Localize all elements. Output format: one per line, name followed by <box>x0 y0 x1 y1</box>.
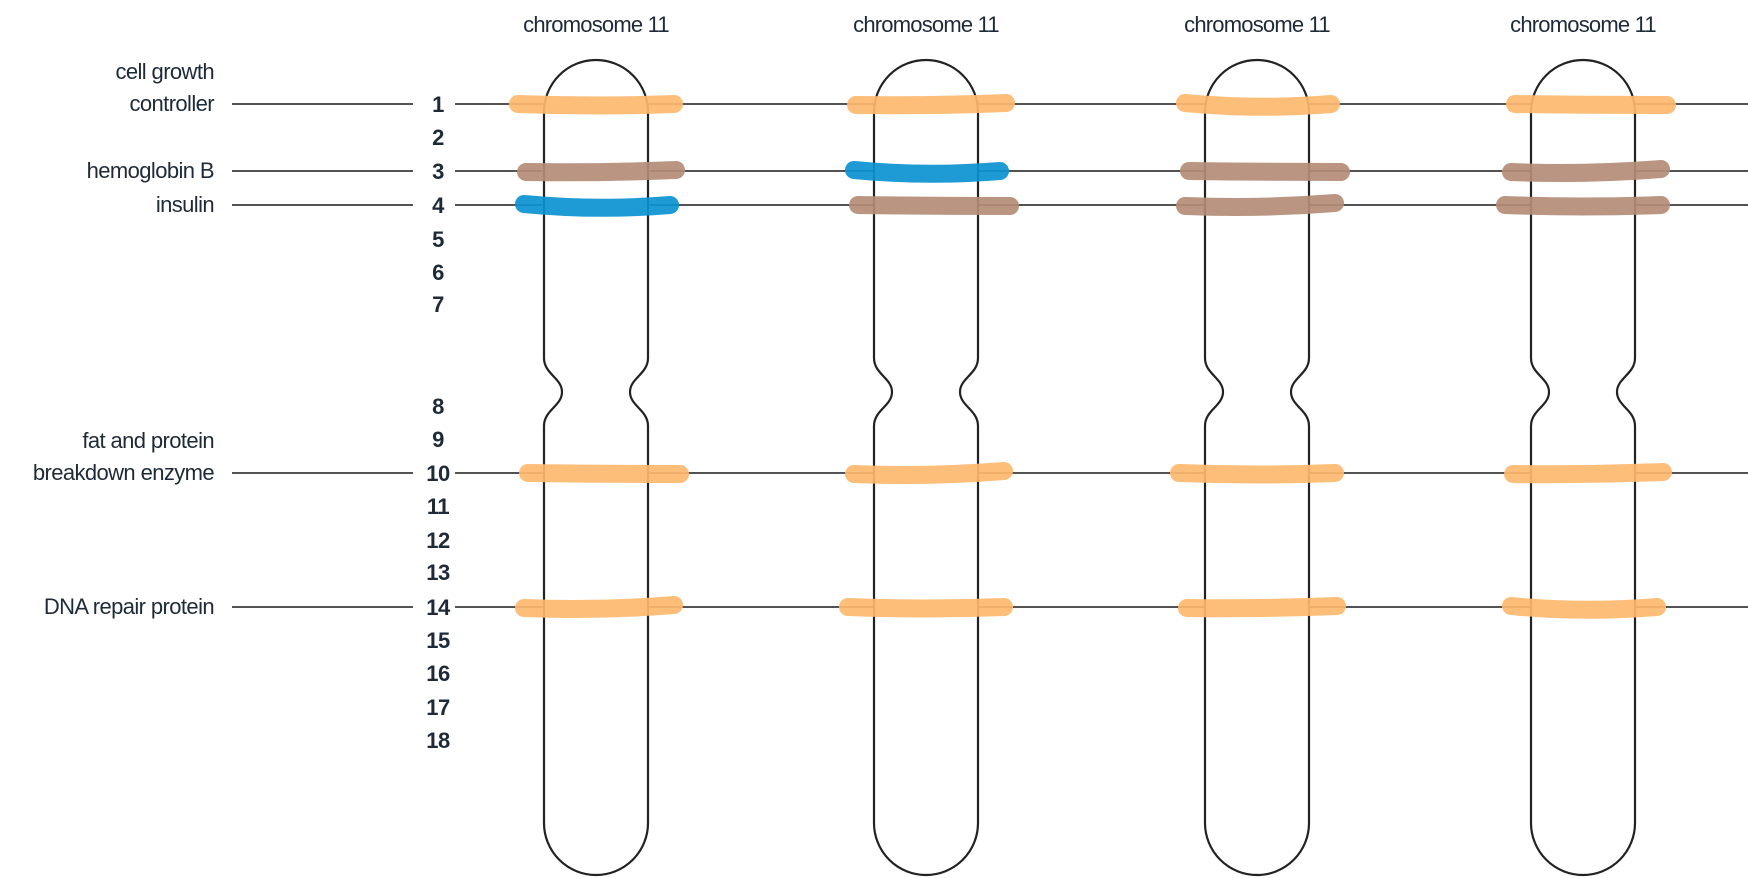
gene-band-blue-pos-3 <box>845 161 1009 183</box>
gene-band-orange-pos-1 <box>847 94 1015 115</box>
gene-label: DNA repair protein <box>44 594 214 619</box>
chromosome-title: chromosome 11 <box>523 12 669 37</box>
gene-band-orange-pos-1 <box>509 95 683 115</box>
gene-label: cell growth <box>115 59 214 84</box>
position-number: 7 <box>432 292 444 317</box>
chromosome-title: chromosome 11 <box>1510 12 1656 37</box>
gene-labels: cell growth controller hemoglobin B insulin… <box>33 59 215 619</box>
position-number: 5 <box>432 227 444 252</box>
gene-band-brown-pos-3 <box>517 161 685 182</box>
gene-band-brown-pos-4 <box>849 196 1019 215</box>
position-number: 15 <box>426 628 450 653</box>
gene-label: hemoglobin B <box>87 158 214 183</box>
gene-label: insulin <box>156 192 214 217</box>
gene-band-brown-pos-4 <box>1496 196 1670 216</box>
chromosome-title: chromosome 11 <box>1184 12 1330 37</box>
position-number: 16 <box>426 661 450 686</box>
gene-band-brown-pos-3 <box>1502 160 1670 182</box>
position-number: 4 <box>432 193 445 218</box>
chromosome-2: chromosome 11 <box>839 12 1019 877</box>
gene-band-orange-pos-10 <box>845 462 1013 484</box>
position-number: 2 <box>432 125 444 150</box>
gene-label: fat and protein <box>82 428 214 453</box>
gene-band-orange-pos-1 <box>1176 94 1340 116</box>
position-number: 18 <box>426 728 450 753</box>
position-number: 13 <box>426 560 450 585</box>
gene-band-brown-pos-4 <box>1176 194 1344 216</box>
gene-band-orange-pos-14 <box>1178 597 1346 618</box>
position-number: 3 <box>432 159 444 184</box>
gene-band-orange-pos-1 <box>1506 95 1676 114</box>
gene-band-orange-pos-10 <box>1170 464 1344 484</box>
gene-band-orange-pos-14 <box>839 598 1013 618</box>
gene-band-orange-pos-14 <box>515 596 683 618</box>
chromosome-4: chromosome 11 <box>1496 12 1676 877</box>
gene-band-orange-pos-10 <box>1504 463 1672 484</box>
gene-band-brown-pos-3 <box>1180 162 1350 181</box>
position-number: 12 <box>426 528 450 553</box>
gene-band-blue-pos-4 <box>515 195 679 217</box>
chromosome-1: chromosome 11 <box>509 12 689 877</box>
position-number: 9 <box>432 427 444 452</box>
gene-band-orange-pos-14 <box>1502 597 1666 619</box>
position-number: 14 <box>426 595 451 620</box>
position-number: 11 <box>427 494 450 519</box>
position-number: 10 <box>426 461 450 486</box>
chromosome-title: chromosome 11 <box>853 12 999 37</box>
chromosome-3: chromosome 11 <box>1170 12 1350 877</box>
gene-label: breakdown enzyme <box>33 460 215 485</box>
position-number: 1 <box>432 92 444 117</box>
position-number: 6 <box>432 260 444 285</box>
gene-band-orange-pos-10 <box>519 464 689 483</box>
gene-label: controller <box>130 91 215 116</box>
position-number: 17 <box>426 695 450 720</box>
position-number: 8 <box>432 394 444 419</box>
chromosomes: chromosome 11 chromosome 11 chromosome 11 c… <box>509 12 1676 877</box>
